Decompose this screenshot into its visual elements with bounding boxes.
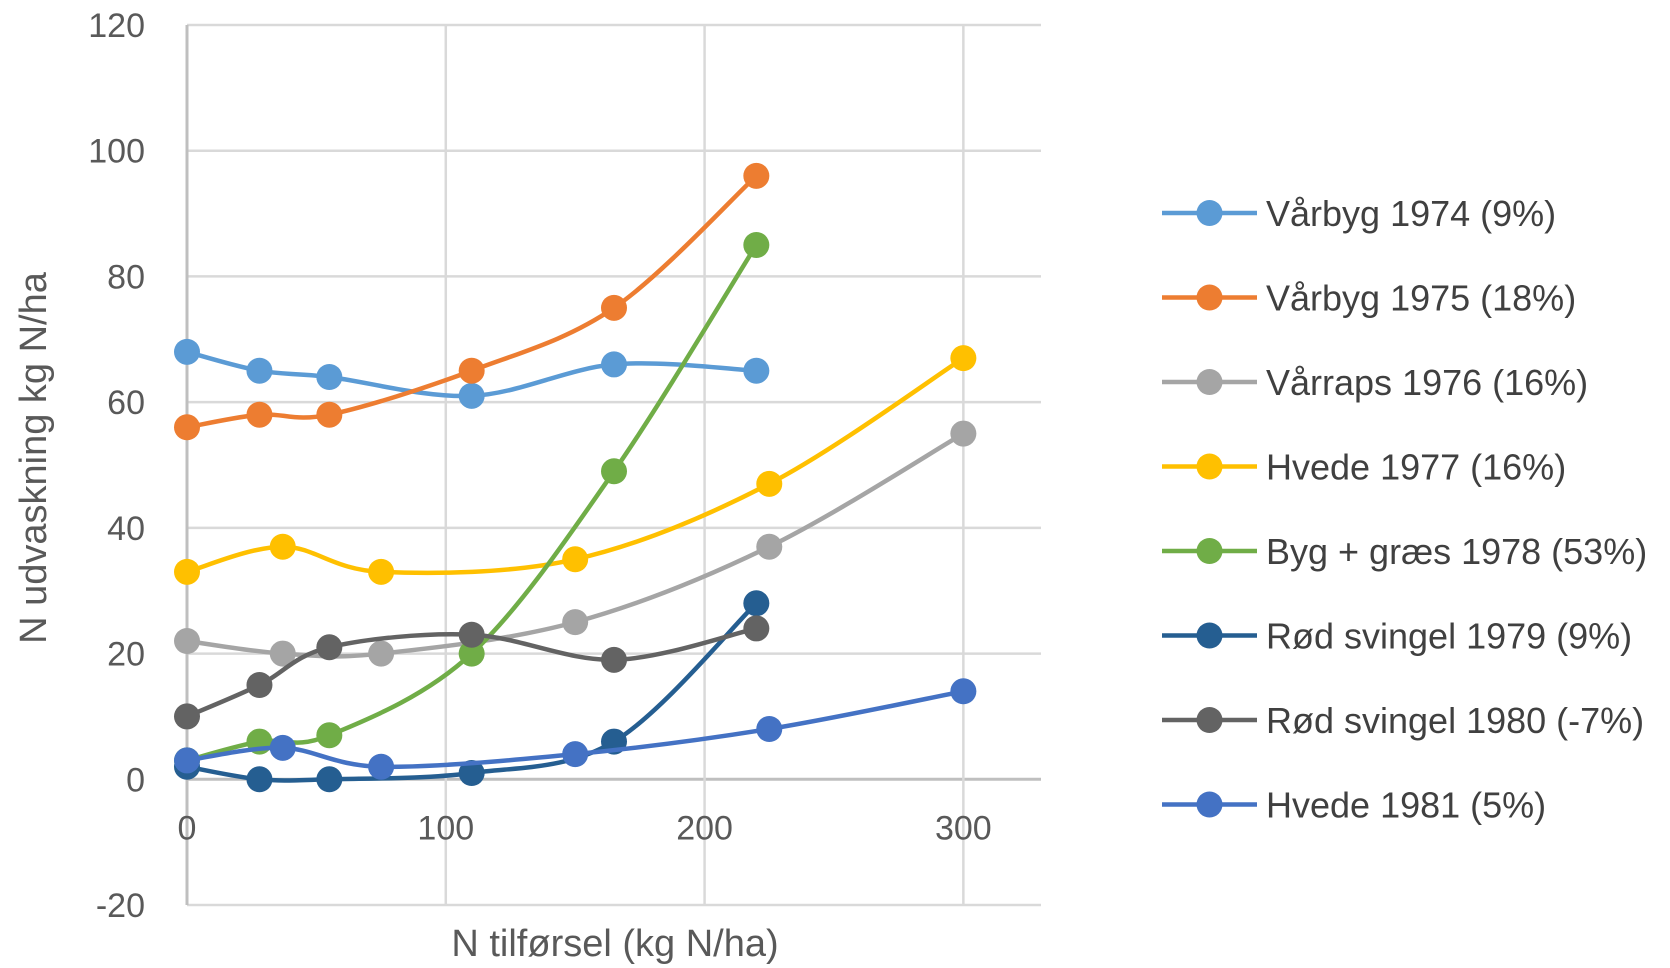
data-point (368, 753, 395, 780)
legend-label: Byg + græs 1978 (53%) (1266, 531, 1647, 572)
y-tick-label: 0 (126, 761, 145, 799)
data-point (174, 338, 200, 365)
series-line (184, 355, 966, 576)
x-tick-label: 300 (935, 809, 992, 847)
legend-label: Vårbyg 1974 (9%) (1266, 193, 1556, 234)
legend-marker (1196, 284, 1223, 311)
series-line (184, 242, 759, 763)
legend-entry: Hvede 1981 (5%) (1162, 785, 1546, 826)
series-3 (174, 420, 977, 667)
series-1 (174, 338, 770, 409)
legend-label: Rød svingel 1979 (9%) (1266, 616, 1632, 657)
legend-marker (1196, 453, 1223, 480)
legend-entry: Vårbyg 1974 (9%) (1162, 193, 1556, 234)
data-point (269, 533, 296, 560)
data-point (743, 590, 770, 617)
data-point (743, 232, 770, 258)
x-tick-label: 0 (178, 809, 197, 847)
data-point (316, 401, 343, 428)
data-point (246, 766, 273, 793)
data-point (601, 351, 627, 378)
data-point (756, 716, 783, 742)
legend-label: Vårraps 1976 (16%) (1266, 362, 1588, 403)
data-point (269, 734, 296, 761)
data-point (562, 546, 589, 573)
legend-entry: Byg + græs 1978 (53%) (1162, 531, 1647, 572)
legend-marker (1196, 707, 1223, 733)
series-6 (174, 590, 770, 793)
data-point (562, 741, 589, 768)
y-tick-label: -20 (96, 887, 145, 925)
y-tick-label: 40 (107, 510, 145, 548)
data-point (174, 414, 200, 441)
data-point (601, 294, 627, 321)
x-axis-title: N tilførsel (kg N/ha) (451, 923, 778, 965)
y-tick-label: 20 (107, 636, 145, 674)
data-point (950, 420, 977, 447)
data-point (174, 703, 200, 730)
legend-entry: Hvede 1977 (16%) (1162, 447, 1566, 488)
legend-marker (1196, 538, 1223, 564)
y-tick-label: 120 (88, 7, 145, 45)
data-point (316, 766, 343, 793)
data-point (458, 640, 485, 667)
data-point (174, 628, 200, 654)
data-point (269, 640, 296, 667)
legend-label: Hvede 1981 (5%) (1266, 785, 1546, 826)
data-point (316, 364, 343, 390)
legend-entry: Rød svingel 1979 (9%) (1162, 616, 1632, 657)
data-point (950, 345, 977, 372)
data-point (601, 458, 627, 485)
data-point (458, 357, 485, 384)
series-group (174, 162, 977, 793)
x-axis-ticks: 0 100 200 300 (178, 809, 992, 847)
data-point (246, 401, 273, 428)
series-7 (174, 615, 770, 730)
legend-marker (1196, 200, 1223, 226)
series-8 (174, 678, 977, 780)
legend-label: Vårbyg 1975 (18%) (1266, 278, 1576, 319)
data-point (756, 533, 783, 560)
data-point (756, 470, 783, 497)
data-point (316, 634, 343, 661)
data-point (743, 357, 770, 384)
data-point (743, 162, 770, 189)
legend-marker (1196, 791, 1223, 818)
data-point (316, 722, 343, 749)
data-point (562, 609, 589, 636)
x-tick-label: 200 (676, 809, 733, 847)
series-4 (174, 345, 977, 585)
series-2 (174, 162, 770, 441)
data-point (174, 558, 200, 585)
data-point (950, 678, 977, 705)
data-point (458, 621, 485, 648)
data-point (601, 646, 627, 673)
legend-label: Hvede 1977 (16%) (1266, 447, 1566, 488)
y-axis-ticks: -20 0 20 40 60 80 100 120 (88, 7, 145, 925)
legend-entry: Vårbyg 1975 (18%) (1162, 278, 1576, 319)
data-point (458, 760, 485, 786)
legend-marker (1196, 369, 1223, 395)
y-tick-label: 100 (88, 133, 145, 171)
y-axis-title: N udvaskning kg N/ha (13, 271, 55, 644)
legend-marker (1196, 622, 1223, 649)
data-point (246, 672, 273, 698)
data-point (246, 357, 273, 384)
data-point (743, 615, 770, 642)
legend-label: Rød svingel 1980 (-7%) (1266, 700, 1644, 741)
data-point (368, 640, 395, 667)
legend-entry: Rød svingel 1980 (-7%) (1162, 700, 1644, 741)
data-point (458, 382, 485, 409)
legend-entry: Vårraps 1976 (16%) (1162, 362, 1588, 403)
y-tick-label: 80 (107, 258, 145, 296)
y-tick-label: 60 (107, 384, 145, 422)
data-point (368, 558, 395, 585)
legend: Vårbyg 1974 (9%) Vårbyg 1975 (18%) Vårraps… (1162, 193, 1647, 826)
x-tick-label: 100 (417, 809, 474, 847)
data-point (174, 747, 200, 774)
